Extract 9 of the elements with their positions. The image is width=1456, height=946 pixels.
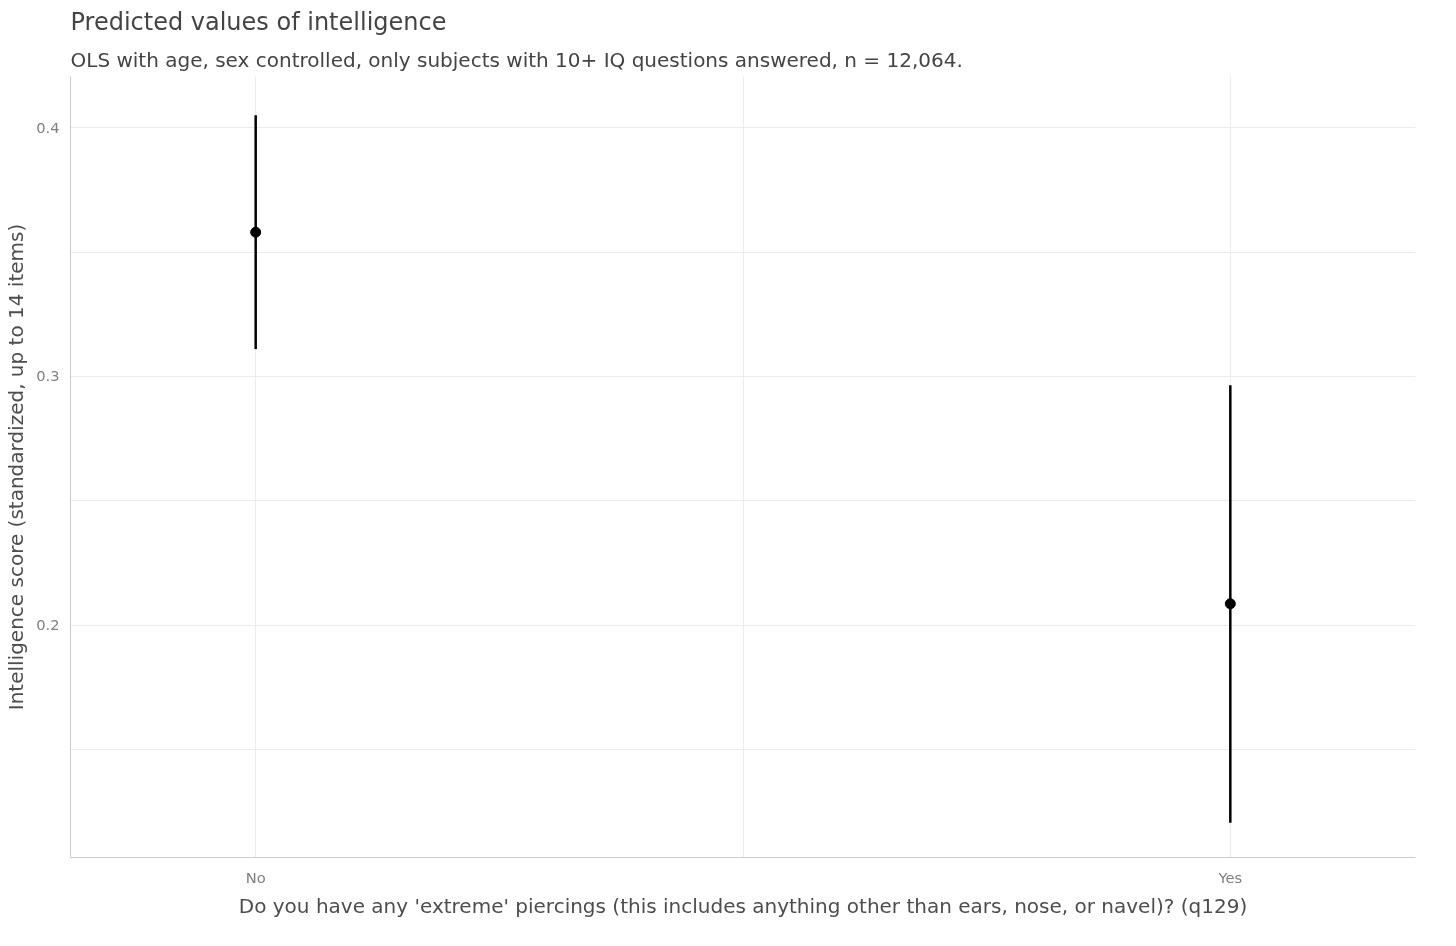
- x-tick-label: Yes: [1217, 868, 1243, 886]
- x-axis-title: Do you have any 'extreme' piercings (this includes anything other than ears, nose, or navel)? (q129): [238, 893, 1248, 918]
- chart-title: Predicted values of intelligence: [70, 7, 447, 36]
- y-tick-label: 0.2: [36, 616, 60, 634]
- y-tick-label: 0.4: [36, 118, 60, 136]
- chart-subtitle: OLS with age, sex controlled, only subjects with 10+ IQ questions answered, n = 12,064.: [70, 47, 963, 72]
- y-axis-title: Intelligence score (standardized, up to 14 items): [4, 223, 29, 711]
- y-tick-label: 0.3: [36, 367, 60, 385]
- x-tick-label: No: [245, 868, 266, 886]
